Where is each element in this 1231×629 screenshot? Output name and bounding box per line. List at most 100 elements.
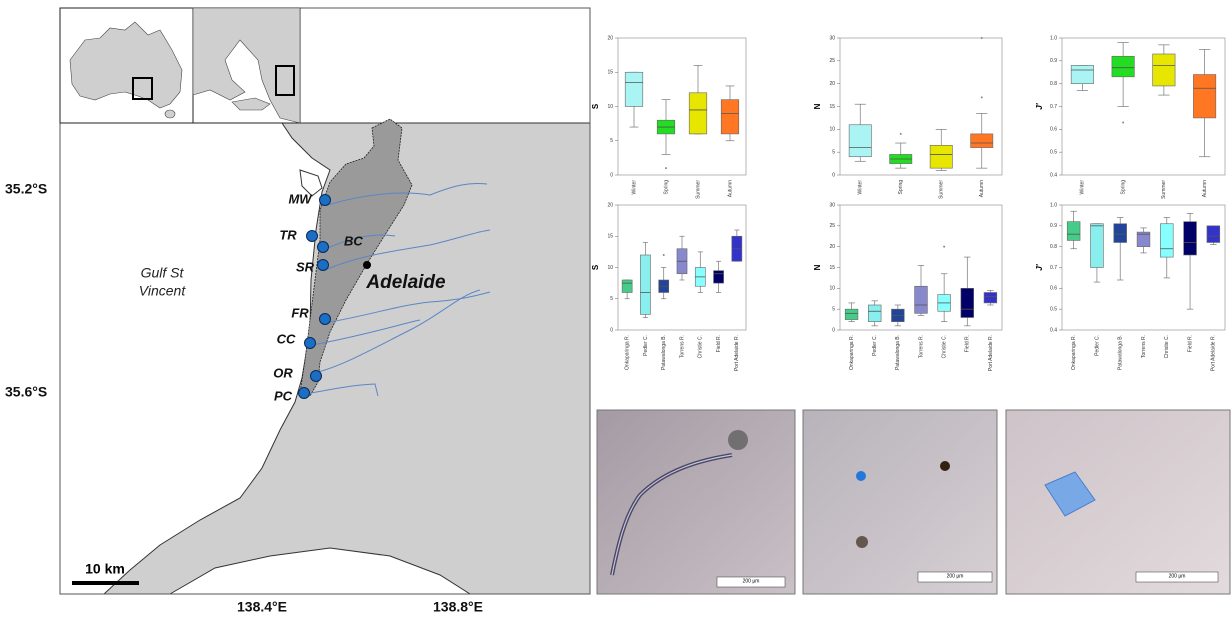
x-tick-label: Summer <box>1161 180 1167 199</box>
y-tick-label: 0.4 <box>1050 327 1057 333</box>
outlier <box>981 37 983 39</box>
x-tick-label: Winter <box>1080 180 1086 195</box>
x-tick-label: Patawalonga B. <box>895 335 901 370</box>
x-tick-label: Torrens R. <box>679 335 685 358</box>
y-tick-label: 1.0 <box>1050 202 1057 208</box>
scale-bar-label: 10 km <box>85 561 125 577</box>
x-tick-label: Christie C. <box>941 335 947 358</box>
y-tick-label: 1.0 <box>1050 35 1057 41</box>
y-axis-label: J' <box>1035 263 1044 270</box>
y-tick-label: 0.6 <box>1050 286 1057 292</box>
x-tick-label: Torrens R. <box>918 335 924 358</box>
box <box>845 309 858 319</box>
scale-label: 200 µm <box>1169 573 1186 579</box>
box <box>714 271 724 284</box>
photos: 200 µm 200 µm 200 µm <box>597 410 1230 594</box>
y-tick-label: 0.9 <box>1050 223 1057 229</box>
latitude-label: 35.6°S <box>5 384 47 400</box>
box <box>915 286 928 313</box>
x-tick-label: Spring <box>663 180 669 195</box>
y-tick-label: 0.8 <box>1050 81 1057 87</box>
y-tick-label: 5 <box>610 296 613 302</box>
x-tick-label: Winter <box>858 180 864 195</box>
x-tick-label: Spring <box>1120 180 1126 195</box>
y-tick-label: 10 <box>829 286 835 292</box>
x-tick-label: Pedler C. <box>872 335 878 356</box>
outlier <box>1122 121 1124 123</box>
box <box>849 125 871 157</box>
box <box>625 72 643 106</box>
y-tick-label: 15 <box>829 104 835 110</box>
page: {"map": {"latitudes": ["35.2°S", "35.6°S… <box>0 0 1231 629</box>
particle <box>728 430 748 450</box>
tasmania <box>165 110 175 118</box>
outlier <box>665 167 667 169</box>
y-axis-label: S <box>591 264 600 270</box>
x-tick-label: Patawalonga B. <box>1118 335 1124 370</box>
x-tick-label: Summer <box>939 180 945 199</box>
y-tick-label: 0.9 <box>1050 58 1057 64</box>
box <box>622 280 632 293</box>
site-marker <box>318 260 329 271</box>
x-tick-label: Field R. <box>1187 335 1193 352</box>
y-tick-label: 30 <box>829 202 835 208</box>
photo <box>1006 410 1230 594</box>
y-tick-label: 10 <box>607 265 613 271</box>
y-tick-label: 0 <box>610 327 613 333</box>
box <box>868 305 881 322</box>
x-tick-label: Autumn <box>979 180 985 197</box>
site-marker <box>305 338 316 349</box>
y-tick-label: 20 <box>607 202 613 208</box>
site-label: OR <box>273 365 293 380</box>
latitude-label: 35.2°S <box>5 181 47 197</box>
site-marker <box>299 388 310 399</box>
box <box>971 134 993 148</box>
site-label: TR <box>279 227 297 242</box>
site-label: SR <box>296 259 315 274</box>
y-tick-label: 0.7 <box>1050 104 1057 110</box>
scale-label: 200 µm <box>947 573 964 579</box>
x-tick-label: Christie C. <box>1164 335 1170 358</box>
x-tick-label: Onkaparinga R. <box>849 335 855 370</box>
site-label: CC <box>277 331 296 346</box>
photo <box>803 410 997 594</box>
x-tick-label: Autumn <box>727 180 733 197</box>
site-marker <box>320 314 331 325</box>
outlier <box>981 96 983 98</box>
y-tick-label: 15 <box>607 70 613 76</box>
x-tick-label: Christie C. <box>698 335 704 358</box>
y-tick-label: 5 <box>832 306 835 312</box>
photo <box>597 410 795 594</box>
scale-label: 200 µm <box>743 578 760 584</box>
y-axis-label: N <box>813 264 822 270</box>
box <box>984 293 997 303</box>
y-tick-label: 20 <box>829 81 835 87</box>
x-tick-label: Port Adelaide R. <box>988 335 994 371</box>
x-tick-label: Port Adelaide R. <box>734 335 740 371</box>
longitude-label: 138.8°E <box>433 599 483 615</box>
water-label: Vincent <box>139 283 187 299</box>
box <box>689 93 707 134</box>
y-tick-label: 0.7 <box>1050 265 1057 271</box>
y-tick-label: 0.8 <box>1050 244 1057 250</box>
box <box>721 100 739 134</box>
box <box>1091 224 1104 268</box>
box <box>1184 222 1197 255</box>
site-label: FR <box>291 305 309 320</box>
y-tick-label: 10 <box>829 127 835 133</box>
y-axis-label: N <box>813 103 822 109</box>
y-tick-label: 15 <box>829 265 835 271</box>
site-marker <box>307 231 318 242</box>
figure: 35.2°S 35.6°S 138.4°E 138.8°E Gulf St Vi… <box>0 0 1231 624</box>
y-tick-label: 0.6 <box>1050 127 1057 133</box>
y-tick-label: 0 <box>832 172 835 178</box>
y-tick-label: 0.5 <box>1050 149 1057 155</box>
y-tick-label: 10 <box>607 104 613 110</box>
x-tick-label: Winter <box>631 180 637 195</box>
longitude-label: 138.4°E <box>237 599 287 615</box>
site-marker <box>320 195 331 206</box>
box <box>1112 56 1134 77</box>
y-tick-label: 25 <box>829 58 835 64</box>
box <box>1160 224 1173 257</box>
x-tick-label: Pedler C. <box>1094 335 1100 356</box>
